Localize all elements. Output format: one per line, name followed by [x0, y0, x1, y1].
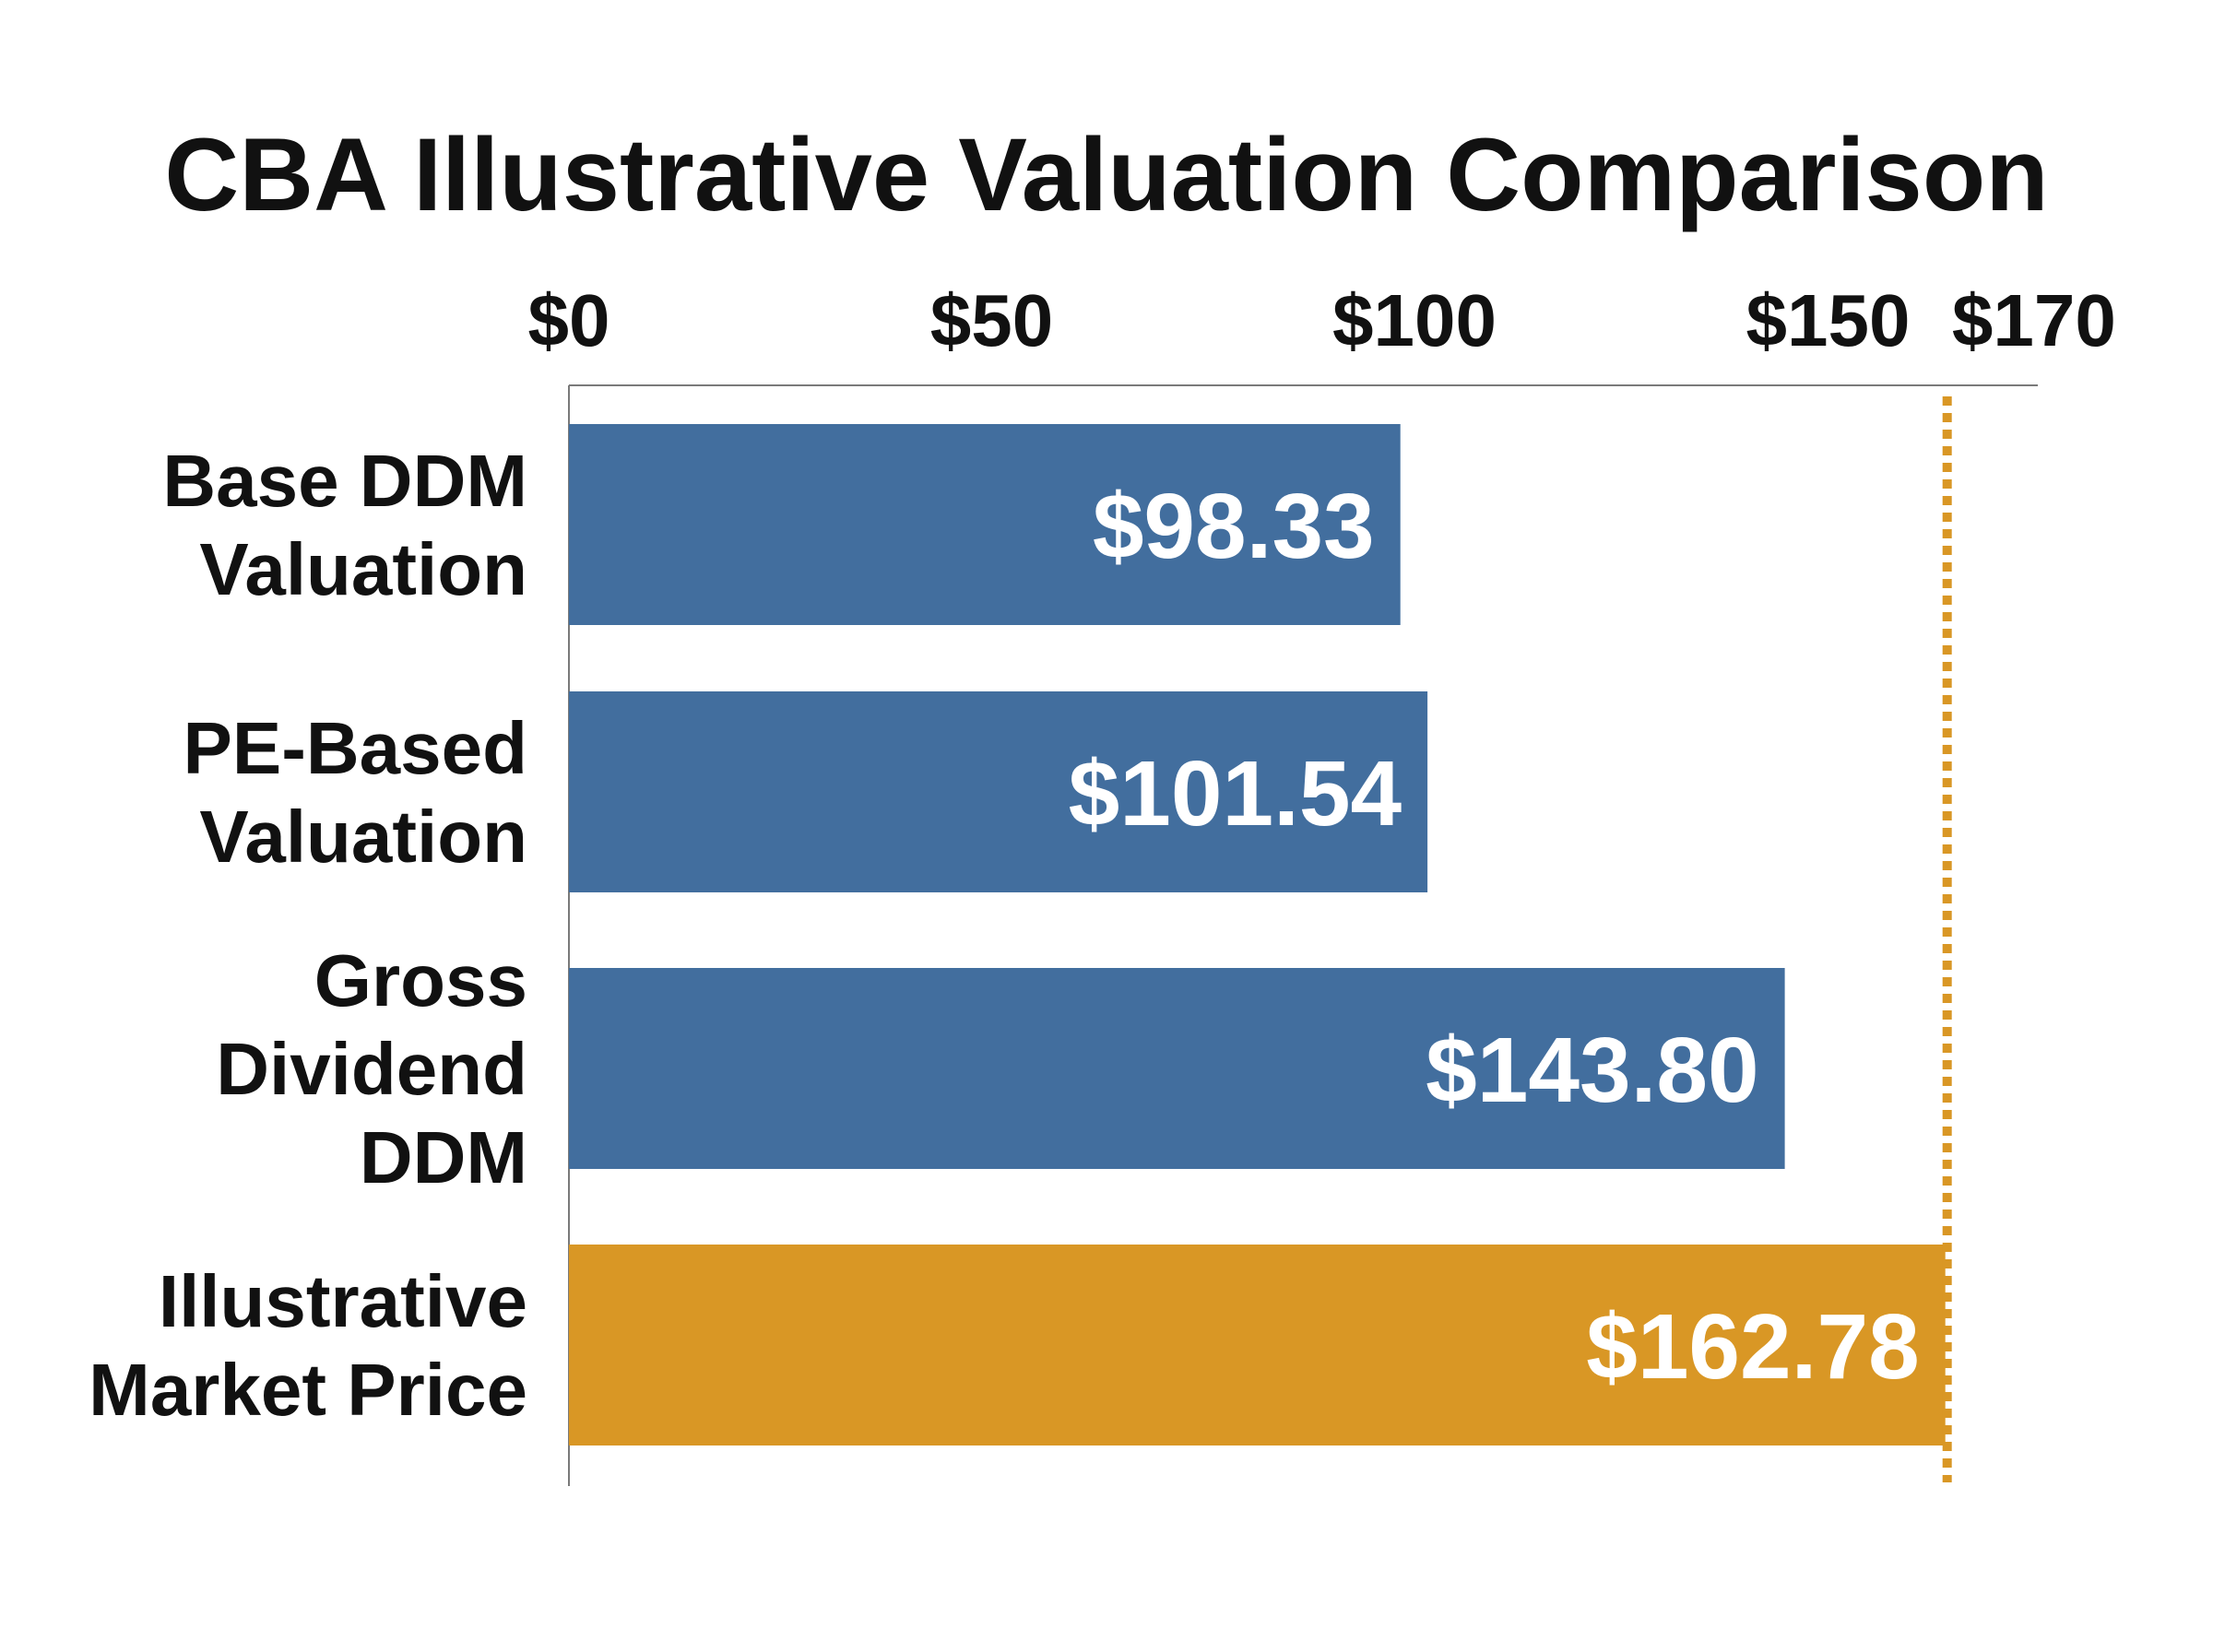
x-tick-label: $170 [1952, 279, 2116, 361]
category-label: Gross [314, 939, 527, 1021]
category-label: Valuation [199, 528, 527, 610]
bar [569, 424, 1401, 625]
category-label: DDM [360, 1116, 527, 1198]
category-label: PE-Based [183, 707, 527, 789]
x-tick-label: $150 [1746, 279, 1911, 361]
bar [569, 1245, 1946, 1446]
x-tick-label: $50 [930, 279, 1053, 361]
x-tick-label: $100 [1332, 279, 1497, 361]
category-label: Valuation [199, 796, 527, 878]
x-tick-label: $0 [528, 279, 610, 361]
bar-value-label: $143.80 [1426, 1019, 1758, 1122]
bar-value-label: $98.33 [1093, 475, 1375, 578]
category-label: Dividend [216, 1028, 527, 1110]
bar-value-label: $101.54 [1069, 742, 1402, 845]
chart-title: CBA Illustrative Valuation Comparison [164, 117, 2048, 232]
category-label: Illustrative [159, 1260, 527, 1342]
bar [569, 968, 1785, 1169]
category-label: Market Price [89, 1349, 527, 1431]
bar [569, 691, 1428, 892]
bar-value-label: $162.78 [1586, 1295, 1919, 1398]
category-label: Base DDM [162, 440, 527, 522]
